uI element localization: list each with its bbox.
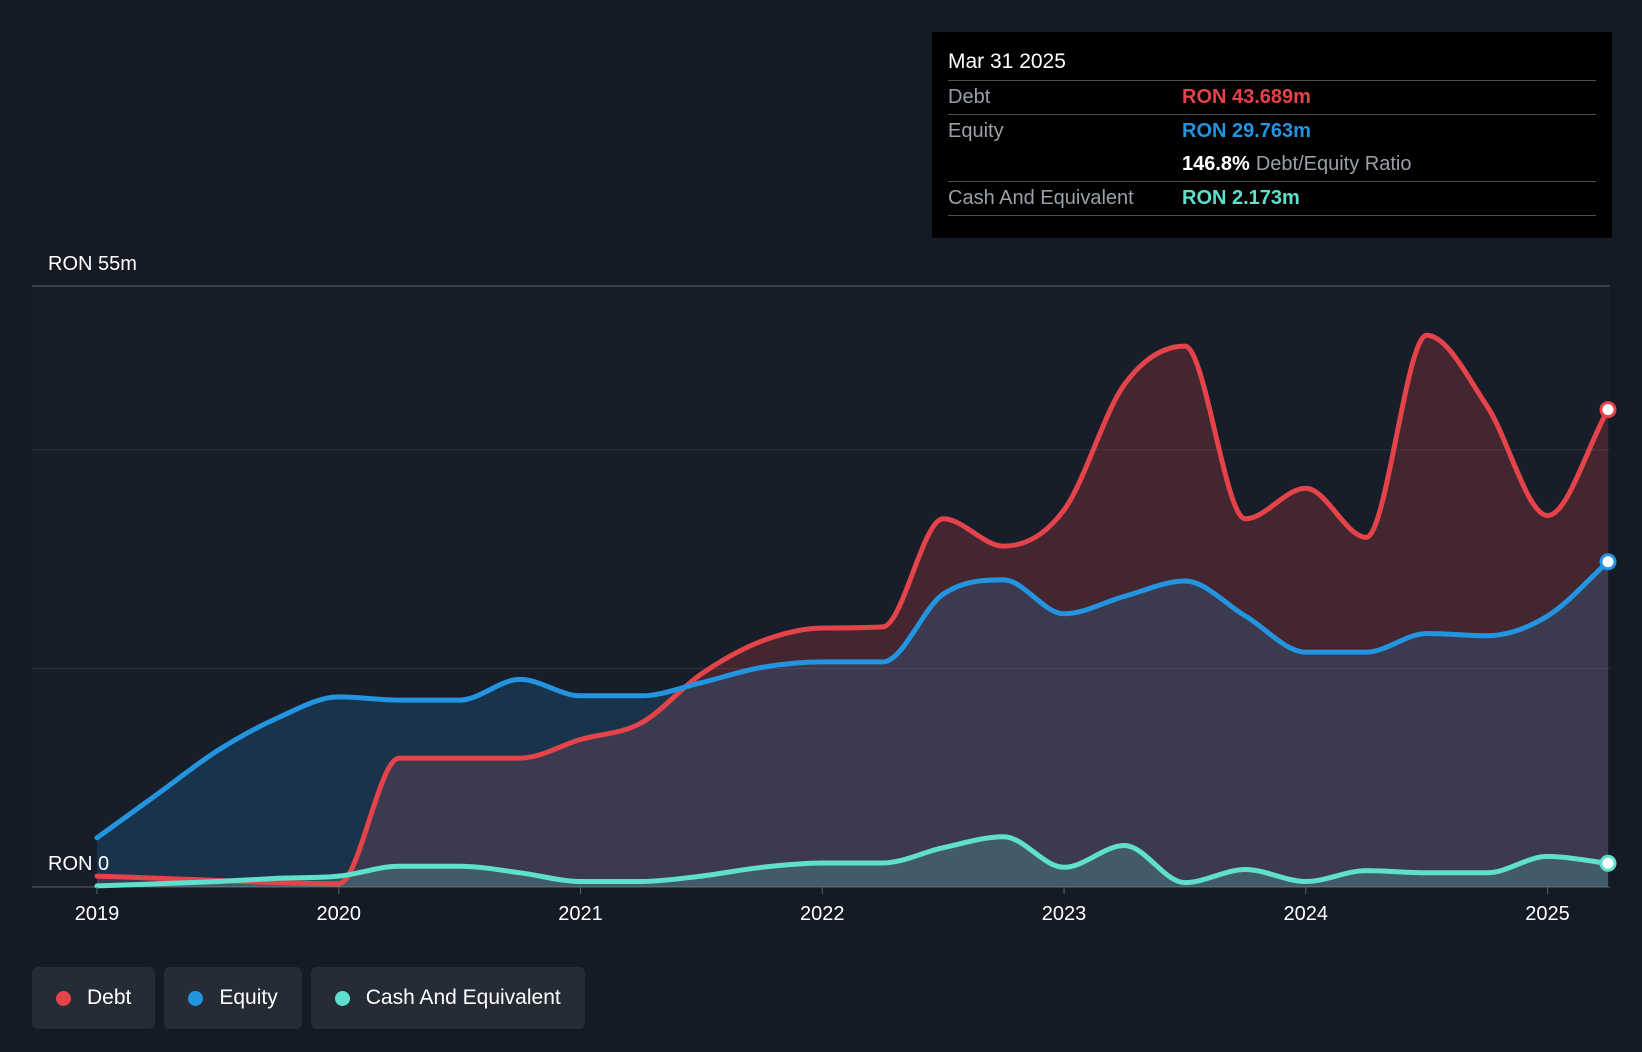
equity-endpoint (1599, 553, 1617, 571)
tooltip-ratio-row: 146.8% Debt/Equity Ratio (948, 148, 1596, 182)
debt-line (94, 332, 1611, 887)
tooltip-cash-value: RON 2.173m (1182, 187, 1300, 209)
debt-area (97, 335, 1608, 887)
y-axis-bottom-label: RON 0 (48, 853, 109, 875)
series-areas (97, 335, 1608, 887)
tooltip-date: Mar 31 2025 (948, 44, 1596, 81)
tooltip-cash-label: Cash And Equivalent (948, 187, 1134, 209)
cash-and-equivalent-line (94, 834, 1611, 889)
x-axis-ticks: 2019 2020 2021 2022 2023 2024 2025 (75, 887, 1570, 925)
legend-dot-debt (56, 990, 71, 1006)
x-tick-label: 2021 (558, 903, 603, 925)
tooltip-ratio-label: Debt/Equity Ratio (1255, 153, 1412, 175)
legend-dot-cash (334, 990, 350, 1006)
x-tick-label: 2022 (800, 903, 845, 925)
equity-line (94, 559, 1611, 841)
tooltip-debt-row: Debt RON 43.689m (948, 81, 1596, 115)
tooltip-equity-value: RON 29.763m (1182, 120, 1311, 142)
cash-and-equivalent-area (97, 836, 1608, 887)
tooltip-ratio-value: 146.8% (1182, 153, 1250, 175)
chart-legend: Debt Equity Cash And Equivalent (32, 967, 594, 1029)
x-tick-label: 2020 (317, 903, 362, 925)
tooltip-equity-label: Equity (948, 120, 1004, 142)
debt-endpoint (1599, 401, 1617, 419)
x-tick-label: 2023 (1042, 903, 1087, 925)
tooltip-equity-row: Equity RON 29.763m (948, 115, 1596, 148)
series-lines (94, 332, 1611, 889)
x-tick-label: 2019 (75, 903, 120, 925)
x-tick-label: 2024 (1284, 903, 1329, 925)
tooltip-debt-value: RON 43.689m (1182, 86, 1311, 108)
tooltip-debt-label: Debt (948, 86, 991, 108)
legend-dot-equity (188, 990, 204, 1006)
legend-item-debt[interactable]: Debt (32, 967, 156, 1029)
legend-item-cash[interactable]: Cash And Equivalent (310, 967, 585, 1029)
legend-label-equity: Equity (219, 986, 278, 1009)
legend-label-debt: Debt (87, 986, 132, 1009)
data-tooltip: Mar 31 2025 Debt RON 43.689m Equity RON … (932, 32, 1612, 238)
x-tick-label: 2025 (1525, 903, 1570, 925)
tooltip-cash-row: Cash And Equivalent RON 2.173m (948, 182, 1596, 216)
cash-and-equivalent-endpoint (1599, 854, 1617, 872)
series-endpoints (1599, 401, 1617, 872)
plot-background (32, 286, 1610, 887)
equity-area (97, 561, 1608, 887)
gridlines (32, 285, 1610, 888)
legend-label-cash: Cash And Equivalent (365, 986, 561, 1009)
legend-item-equity[interactable]: Equity (164, 967, 302, 1029)
y-axis-top-label: RON 55m (48, 253, 137, 275)
